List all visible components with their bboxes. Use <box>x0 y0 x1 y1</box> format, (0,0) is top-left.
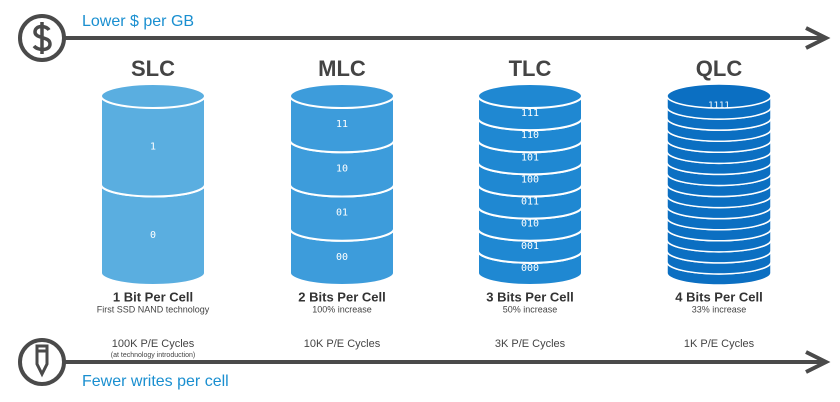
pen-glyph <box>35 344 49 378</box>
pe-cycles: 100K P/E Cycles <box>112 338 195 350</box>
cell-level: 1 <box>100 83 206 198</box>
cell-level: 111 <box>477 83 583 132</box>
level-body <box>289 227 395 286</box>
bottom-arrow: Fewer writes per cell <box>18 338 831 390</box>
bits-per-cell: 4 Bits Per Cell <box>675 289 762 304</box>
cell-level: 1111 <box>666 83 772 120</box>
bits-per-cell: 2 Bits Per Cell <box>298 289 385 304</box>
pe-cycles: 1K P/E Cycles <box>684 338 755 350</box>
level-body <box>289 183 395 242</box>
level-body <box>100 183 206 286</box>
level-label: 1 <box>150 141 156 152</box>
cell-type-title: TLC <box>509 56 552 81</box>
bits-note: 33% increase <box>692 304 747 314</box>
arrow-head <box>805 26 831 50</box>
cell-cylinder: 00 01 10 11 <box>289 83 395 286</box>
cell-type-title: MLC <box>318 56 366 81</box>
level-label: 011 <box>521 197 539 208</box>
top-arrow: Lower $ per GB <box>18 13 831 62</box>
cell-type-title: SLC <box>131 56 175 81</box>
bits-note: 50% increase <box>503 304 558 314</box>
level-label: 101 <box>521 152 539 163</box>
cell-level: 11 <box>289 83 395 154</box>
level-top <box>100 83 206 109</box>
cell-cylinder: 01 <box>100 83 206 286</box>
level-label: 001 <box>521 241 539 252</box>
top-arrow-label: Lower $ per GB <box>82 13 194 30</box>
cell-cylinder: 000 001 010 011 100 101 110 111 <box>477 83 583 286</box>
level-top <box>289 83 395 109</box>
level-label: 110 <box>521 130 539 141</box>
level-label: 010 <box>521 219 539 230</box>
pe-cycles: 3K P/E Cycles <box>495 338 566 350</box>
pe-cycles-note: (at technology introduction) <box>111 352 195 359</box>
bits-per-cell: 1 Bit Per Cell <box>113 289 193 304</box>
cell-type-title: QLC <box>696 56 743 81</box>
level-label: 01 <box>336 208 348 219</box>
level-label: 111 <box>521 108 539 119</box>
level-top <box>666 83 772 109</box>
cell-cylinder: 0000000100100011010001010110011110001001… <box>666 83 772 286</box>
level-body <box>289 139 395 198</box>
level-label: 000 <box>521 263 539 274</box>
pen-icon <box>18 338 66 386</box>
level-label: 0 <box>150 230 156 241</box>
level-label: 11 <box>336 119 348 130</box>
dollar-glyph <box>32 22 52 54</box>
level-label: 00 <box>336 252 348 263</box>
level-label: 1111 <box>708 101 730 111</box>
level-body <box>289 95 395 154</box>
level-label: 10 <box>336 163 348 174</box>
nand-column: QLC0000000100100011010001010110011110001… <box>666 56 772 350</box>
level-body <box>100 95 206 198</box>
level-top <box>477 83 583 109</box>
pe-cycles: 10K P/E Cycles <box>304 338 381 350</box>
bits-per-cell: 3 Bits Per Cell <box>486 289 573 304</box>
bits-note: 100% increase <box>312 304 372 314</box>
arrow-head <box>805 350 831 374</box>
bits-note: First SSD NAND technology <box>97 304 210 314</box>
nand-column: TLC 000 001 010 011 100 101 110 111 3 Bits Per Ce… <box>477 56 583 350</box>
bottom-arrow-label: Fewer writes per cell <box>82 373 229 390</box>
level-label: 100 <box>521 174 539 185</box>
